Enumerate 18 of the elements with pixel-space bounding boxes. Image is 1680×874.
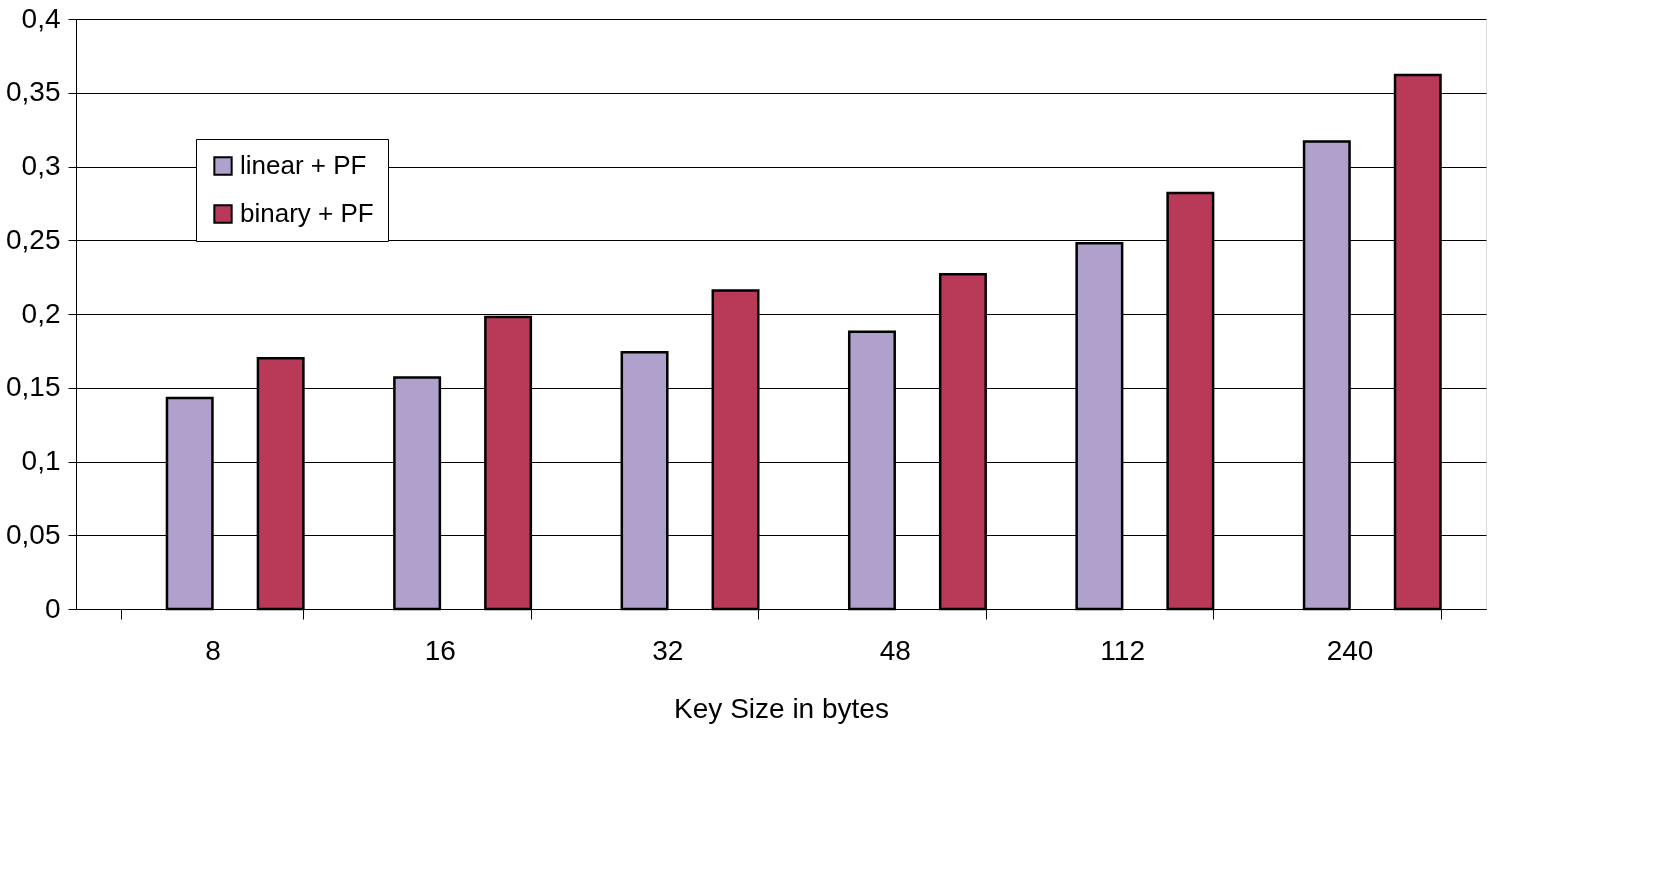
y-tick-label: 0,4 — [21, 2, 61, 34]
legend-label: binary + PF — [240, 198, 374, 228]
x-axis-title: Key Size in bytes — [674, 692, 889, 724]
y-tick-label: 0 — [44, 592, 61, 624]
x-tick-label: 32 — [652, 634, 684, 666]
legend-label: linear + PF — [240, 150, 367, 180]
y-tick-label: 0,3 — [21, 150, 61, 181]
y-tick-label: 0,1 — [21, 445, 61, 476]
x-tick-label: 48 — [879, 634, 911, 666]
x-tick-label: 112 — [1100, 634, 1145, 666]
x-tick-label: 240 — [1326, 634, 1374, 666]
y-tick-label: 0,35 — [6, 76, 61, 108]
y-tick-label: 0,05 — [6, 518, 61, 550]
y-tick-label: 0,25 — [6, 223, 61, 255]
x-tick-label: 8 — [205, 634, 221, 666]
y-tick-label: 0,15 — [6, 371, 61, 403]
y-tick-label: 0,2 — [21, 297, 61, 329]
x-tick-label: 16 — [424, 634, 456, 666]
